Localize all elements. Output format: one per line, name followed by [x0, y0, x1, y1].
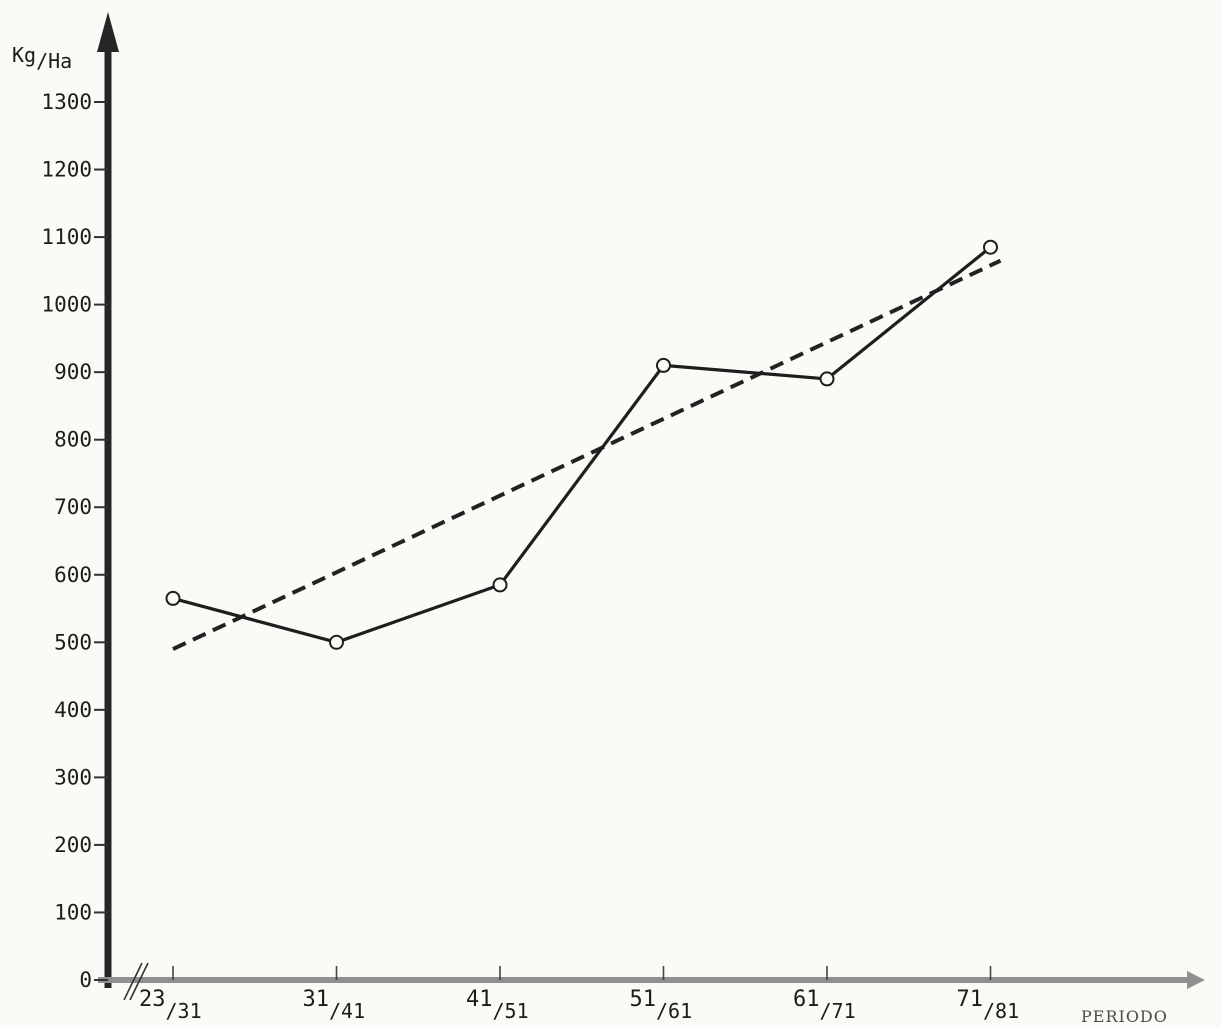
y-tick-label: 0 [79, 968, 92, 992]
y-tick-label: 900 [54, 360, 92, 384]
y-axis-title: Kg/Ha [12, 43, 72, 73]
y-tick-label: 1100 [41, 225, 92, 249]
data-point [329, 634, 344, 650]
series-line [172, 245, 992, 644]
y-tick-label: 500 [54, 630, 92, 654]
x-tick-label: 71/81 [957, 987, 1020, 1023]
axes [97, 12, 1205, 1001]
y-axis-arrow [97, 12, 119, 52]
data-point [165, 590, 181, 606]
trend-line [172, 258, 1002, 651]
y-tick-label: 300 [54, 765, 92, 789]
y-tick-label: 700 [54, 495, 92, 519]
data-point [819, 371, 835, 387]
y-tick-label: 200 [54, 833, 92, 857]
y-tick-label: 600 [54, 563, 92, 587]
y-tick-label: 400 [54, 698, 92, 722]
x-tick-label: 51/61 [630, 987, 693, 1023]
axis-break-mark [123, 962, 143, 1001]
axis-titles: Kg/Ha PERIODO [12, 43, 1168, 1026]
data-point [492, 577, 508, 593]
x-tick-label: 41/51 [466, 987, 529, 1023]
x-ticks: 23/31 31/41 41/51 51/61 61/71 71/81 [139, 966, 1019, 1023]
y-ticks: 0 100 200 300 400 500 600 700 800 900 1000 1100 1200… [41, 90, 108, 992]
x-tick-label: 61/71 [793, 987, 856, 1023]
y-tick-label: 1200 [41, 158, 92, 182]
data-point [983, 239, 998, 255]
x-tick-label: 31/41 [303, 987, 366, 1023]
y-tick-label: 1300 [41, 90, 92, 114]
series-group [165, 239, 998, 650]
x-axis-arrow [1187, 971, 1205, 989]
x-axis-title: PERIODO [1081, 1007, 1168, 1026]
axis-break-mark [129, 962, 149, 1001]
y-tick-label: 800 [54, 428, 92, 452]
y-tick-label: 100 [54, 900, 92, 924]
x-tick-label: 23/31 [139, 987, 202, 1023]
trend-line-group [172, 258, 1002, 651]
data-point [656, 357, 671, 373]
y-tick-label: 1000 [41, 293, 92, 317]
